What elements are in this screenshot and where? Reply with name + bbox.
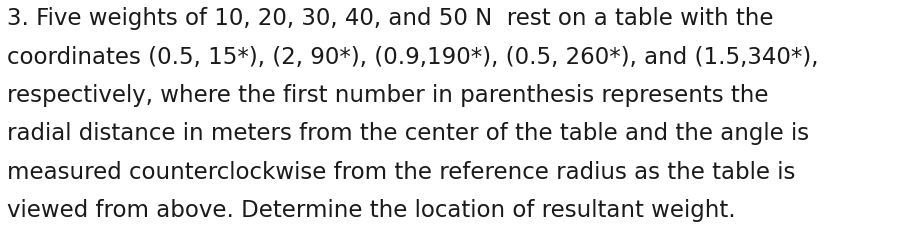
Text: respectively, where the first number in parenthesis represents the: respectively, where the first number in … (7, 84, 769, 107)
Text: 3. Five weights of 10, 20, 30, 40, and 50 N  rest on a table with the: 3. Five weights of 10, 20, 30, 40, and 5… (7, 7, 774, 30)
Text: viewed from above. Determine the location of resultant weight.: viewed from above. Determine the locatio… (7, 199, 736, 222)
Text: radial distance in meters from the center of the table and the angle is: radial distance in meters from the cente… (7, 122, 810, 146)
Text: coordinates (0.5, 15*), (2, 90*), (0.9,190*), (0.5, 260*), and (1.5,340*),: coordinates (0.5, 15*), (2, 90*), (0.9,1… (7, 46, 819, 69)
Text: measured counterclockwise from the reference radius as the table is: measured counterclockwise from the refer… (7, 161, 796, 184)
